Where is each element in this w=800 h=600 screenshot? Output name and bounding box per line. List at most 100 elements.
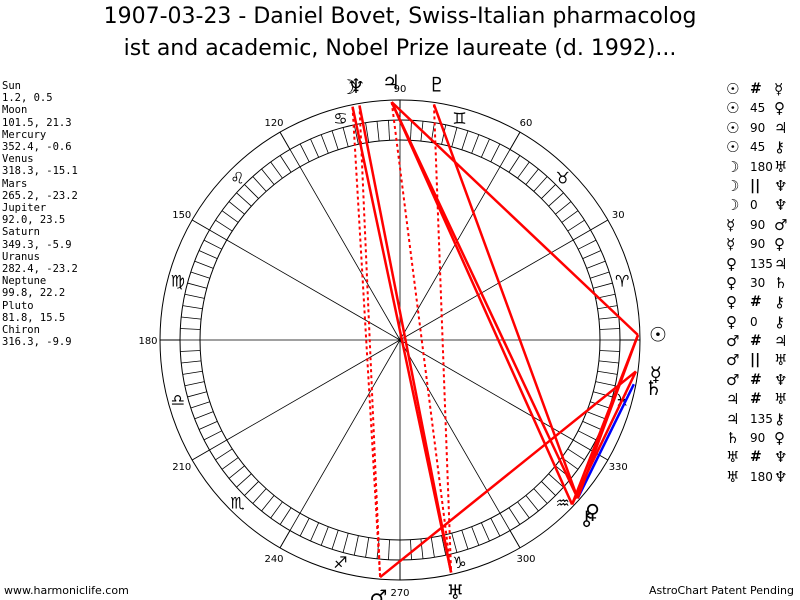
aspect-planet-1: ♄ (726, 429, 740, 448)
planet-value-venus: 318.3, -15.1 (2, 165, 78, 178)
degree-tick (236, 192, 252, 207)
degree-tick (410, 120, 412, 141)
aspect-list: ☉ # ☿ ☉ 45 ♀ ☉ 90 ♃ ☉ 45 ⚷ ☽ 180 ♅ ☽ || ♆ ☽ 0 ♆ ☿ 90 ♂ ☿ 90 ♀ ♀ 135 ♃… (726, 80, 798, 487)
footer-website[interactable]: www.harmoniclife.com (4, 584, 129, 597)
aspect-type: # (750, 371, 762, 388)
aspect-planet-2: ♂ (774, 215, 788, 234)
aspect-planet-2: ⚷ (774, 293, 785, 312)
zodiac-sign-icon: ♈ (615, 271, 629, 290)
aspect-row: ☽ || ♆ (726, 177, 798, 196)
aspect-line (432, 104, 579, 499)
aspect-type: 30 (750, 275, 766, 290)
aspect-type: || (750, 177, 761, 194)
degree-tick (181, 360, 202, 364)
aspect-planet-1: ☽ (726, 196, 740, 215)
degree-tick (388, 539, 390, 560)
planet-value-mercury: 352.4, -0.6 (2, 141, 72, 154)
aspect-row: ♀ 0 ⚷ (726, 313, 798, 332)
aspect-planet-2: ♆ (774, 467, 788, 486)
planet-name-neptune: Neptune (2, 275, 47, 288)
degree-tick (441, 535, 447, 556)
degree-tick (376, 538, 380, 559)
planet-name-saturn: Saturn (2, 226, 40, 239)
aspect-type: 45 (750, 101, 766, 116)
chart-title-line-1: 1907-03-23 - Daniel Bovet, Swiss-Italian… (103, 4, 697, 29)
zodiac-sign-icon: ♒ (555, 494, 569, 513)
degree-tick (490, 143, 501, 162)
zodiac-sign-icon: ♉ (555, 168, 569, 187)
degree-tick (187, 282, 207, 289)
degree-tick (598, 316, 619, 320)
planet-glyph-venus: ♀ (585, 500, 600, 524)
aspect-planet-2: ♃ (774, 332, 788, 351)
degree-tick (597, 370, 618, 375)
degree-label: 300 (516, 554, 535, 565)
zodiac-sign-icon: ♋ (333, 109, 347, 128)
degree-tick (353, 124, 359, 145)
aspect-type: # (750, 449, 762, 466)
aspect-line (358, 105, 382, 578)
planet-glyph-saturn: ♄ (645, 376, 663, 400)
degree-tick (320, 526, 329, 546)
aspect-type: 90 (750, 217, 766, 232)
degree-tick (533, 176, 548, 192)
degree-tick (198, 420, 218, 430)
aspect-type: 0 (750, 198, 758, 213)
planet-glyph-jupiter: ♃ (382, 70, 400, 94)
aspect-type: # (750, 81, 762, 97)
degree-tick (270, 501, 283, 519)
zodiac-sign-icon: ♎ (171, 391, 185, 410)
degree-tick (595, 381, 616, 387)
aspect-planet-1: ☽ (726, 176, 740, 195)
degree-tick (342, 533, 349, 553)
degree-tick (331, 530, 339, 550)
aspect-planet-2: ☿ (774, 80, 784, 98)
aspect-planet-1: ♃ (726, 390, 740, 409)
degree-tick (410, 539, 412, 560)
degree-tick (221, 457, 239, 470)
aspect-type: 0 (750, 314, 758, 329)
aspect-row: ♀ 30 ♄ (726, 274, 798, 293)
planet-glyph-uranus: ♅ (446, 580, 464, 600)
aspect-row: ♀ # ⚷ (726, 293, 798, 312)
aspect-planet-1: ♂ (726, 332, 740, 351)
degree-label: 150 (172, 210, 191, 221)
degree-tick (244, 184, 259, 199)
degree-tick (517, 501, 530, 519)
aspect-planet-1: ☉ (726, 118, 740, 137)
degree-tick (279, 507, 292, 525)
aspect-row: ♂ # ♆ (726, 371, 798, 390)
degree-tick (548, 192, 564, 207)
aspect-line (390, 101, 639, 336)
degree-tick (320, 134, 329, 154)
degree-tick (499, 149, 511, 167)
aspect-planet-1: ♅ (726, 467, 740, 486)
aspect-planet-2: ♄ (774, 273, 788, 292)
planet-name-chiron: Chiron (2, 324, 40, 337)
planet-glyph-chiron: ⚷ (579, 506, 594, 530)
aspect-row: ☿ 90 ♀ (726, 235, 798, 254)
degree-tick (244, 481, 259, 496)
degree-tick (270, 161, 283, 179)
aspect-line (358, 105, 453, 573)
aspect-planet-2: ⚷ (774, 312, 785, 331)
planet-name-uranus: Uranus (2, 250, 40, 263)
aspect-type: 90 (750, 431, 766, 446)
degree-tick (541, 184, 556, 199)
planet-positions-list: Sun 1.2, 0.5 Moon 101.5, 21.3 Mercury 352.4, … (2, 80, 78, 348)
aspect-row: ♅ # ♆ (726, 448, 798, 467)
sign-divider (191, 219, 210, 231)
aspect-type: # (750, 391, 762, 408)
aspect-planet-2: ♅ (774, 157, 788, 176)
degree-tick (261, 495, 275, 512)
aspect-type: # (750, 333, 762, 350)
degree-tick (599, 350, 620, 352)
degree-tick (252, 488, 267, 504)
aspect-row: ♃ 135 ⚷ (726, 410, 798, 429)
aspect-planet-1: ☉ (726, 99, 740, 118)
sign-divider (509, 131, 521, 150)
planet-name-moon: Moon (2, 104, 28, 117)
degree-label: 240 (264, 554, 283, 565)
degree-tick (590, 401, 610, 409)
degree-tick (342, 127, 349, 147)
